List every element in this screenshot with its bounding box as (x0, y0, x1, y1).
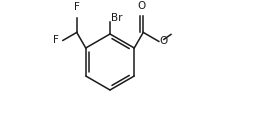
Text: F: F (53, 35, 59, 45)
Text: O: O (160, 36, 168, 46)
Text: O: O (138, 1, 146, 11)
Text: Br: Br (111, 13, 122, 23)
Text: F: F (74, 2, 80, 12)
